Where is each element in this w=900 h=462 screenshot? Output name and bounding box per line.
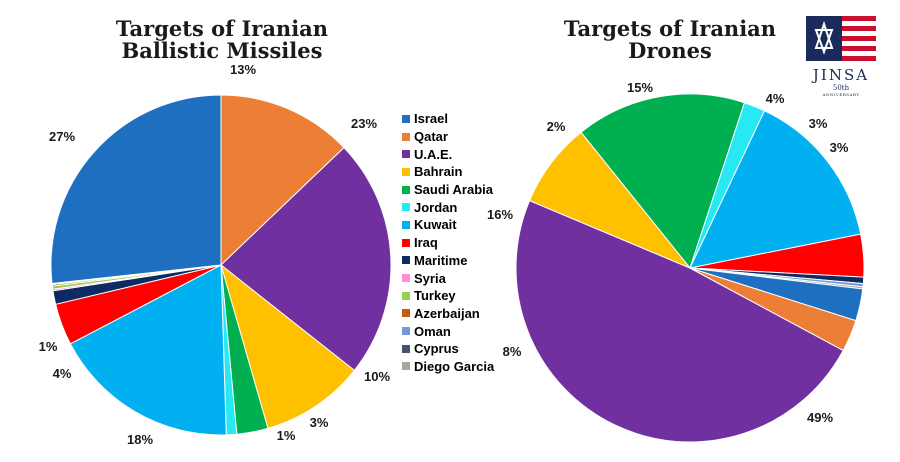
missiles-title-line-1: Targets of Iranian	[115, 16, 329, 41]
drones-slice-kuwait	[689, 110, 862, 269]
drones-slice-saudi-arabia	[580, 93, 746, 270]
missiles-data-label: 10%	[364, 369, 390, 384]
legend-item-u-a-e-: U.A.E.	[402, 145, 522, 163]
drones-chart-title: Targets of Iranian Drones	[560, 18, 780, 62]
legend-item-azerbaijan: Azerbaijan	[402, 305, 522, 323]
legend-label: U.A.E.	[414, 146, 453, 162]
legend-swatch	[402, 220, 410, 229]
legend-swatch	[402, 274, 410, 283]
missiles-data-label: 18%	[127, 432, 153, 447]
missiles-slice-kuwait	[69, 264, 227, 436]
legend-swatch	[402, 256, 410, 265]
missiles-title-line-2: Ballistic Missiles	[121, 38, 323, 63]
legend-swatch	[402, 167, 410, 176]
chart-legend: Israel Qatar U.A.E. Bahrain Saudi Arabia Jord…	[402, 110, 522, 375]
legend-label: Oman	[414, 323, 451, 339]
legend-item-bahrain: Bahrain	[402, 163, 522, 181]
missiles-data-label: 23%	[351, 116, 377, 131]
legend-item-diego-garcia: Diego Garcia	[402, 358, 522, 376]
legend-swatch	[402, 132, 410, 141]
legend-swatch	[402, 327, 410, 336]
legend-item-iraq: Iraq	[402, 234, 522, 252]
legend-label: Kuwait	[414, 217, 457, 233]
legend-swatch	[402, 362, 410, 371]
missiles-slice-u-a-e-	[220, 146, 392, 372]
missiles-data-label: 13%	[230, 62, 256, 77]
legend-label: Azerbaijan	[414, 305, 480, 321]
legend-label: Bahrain	[414, 164, 463, 180]
jinsa-logo-50th: 50th	[832, 84, 850, 92]
drones-data-label: 3%	[830, 140, 849, 155]
drones-title-line-1: Targets of Iranian	[563, 16, 777, 41]
drones-data-label: 49%	[807, 410, 833, 425]
drones-data-label: 8%	[503, 344, 522, 359]
legend-label: Diego Garcia	[414, 358, 495, 374]
legend-item-syria: Syria	[402, 269, 522, 287]
jinsa-logo-anniversary: ANNIVERSARY	[822, 92, 860, 97]
drones-data-label: 16%	[487, 207, 513, 222]
legend-swatch	[402, 238, 410, 247]
legend-item-oman: Oman	[402, 322, 522, 340]
missiles-data-label: 1%	[39, 339, 58, 354]
missiles-data-label: 4%	[53, 366, 72, 381]
legend-label: Iraq	[414, 235, 438, 251]
legend-label: Maritime	[414, 252, 468, 268]
missiles-data-label: 1%	[277, 428, 296, 443]
jinsa-logo-text: JINSA	[812, 66, 870, 84]
legend-item-cyprus: Cyprus	[402, 340, 522, 358]
legend-label: Israel	[414, 111, 448, 127]
drones-title-line-2: Drones	[628, 38, 712, 63]
missiles-slice-qatar	[220, 94, 345, 267]
legend-item-kuwait: Kuwait	[402, 216, 522, 234]
drones-data-label: 15%	[627, 80, 653, 95]
legend-swatch	[402, 309, 410, 318]
drones-data-label: 2%	[547, 119, 566, 134]
legend-label: Syria	[414, 270, 446, 286]
legend-item-jordan: Jordan	[402, 198, 522, 216]
legend-label: Saudi Arabia	[414, 182, 493, 198]
legend-swatch	[402, 203, 410, 212]
missiles-slice-bahrain	[220, 263, 356, 430]
legend-item-qatar: Qatar	[402, 128, 522, 146]
legend-label: Qatar	[414, 129, 448, 145]
legend-item-saudi-arabia: Saudi Arabia	[402, 181, 522, 199]
legend-swatch	[402, 185, 410, 194]
legend-item-israel: Israel	[402, 110, 522, 128]
legend-swatch	[402, 150, 410, 159]
missiles-data-label: 3%	[310, 415, 329, 430]
legend-label: Cyprus	[414, 341, 459, 357]
missiles-chart-title: Targets of Iranian Ballistic Missiles	[112, 18, 332, 62]
drones-data-label: 3%	[809, 116, 828, 131]
legend-label: Jordan	[414, 199, 458, 215]
legend-item-turkey: Turkey	[402, 287, 522, 305]
drones-data-label: 4%	[766, 91, 785, 106]
missiles-data-label: 27%	[49, 129, 75, 144]
drones-slice-u-a-e-	[515, 199, 844, 443]
legend-swatch	[402, 114, 410, 123]
jinsa-flag-star-icon	[800, 12, 882, 66]
legend-item-maritime: Maritime	[402, 252, 522, 270]
legend-swatch	[402, 344, 410, 353]
missiles-slice-israel	[50, 94, 222, 285]
jinsa-logo: JINSA 50th ANNIVERSARY	[800, 12, 882, 97]
legend-label: Turkey	[414, 288, 456, 304]
drones-slice-qatar	[689, 267, 857, 352]
legend-swatch	[402, 291, 410, 300]
